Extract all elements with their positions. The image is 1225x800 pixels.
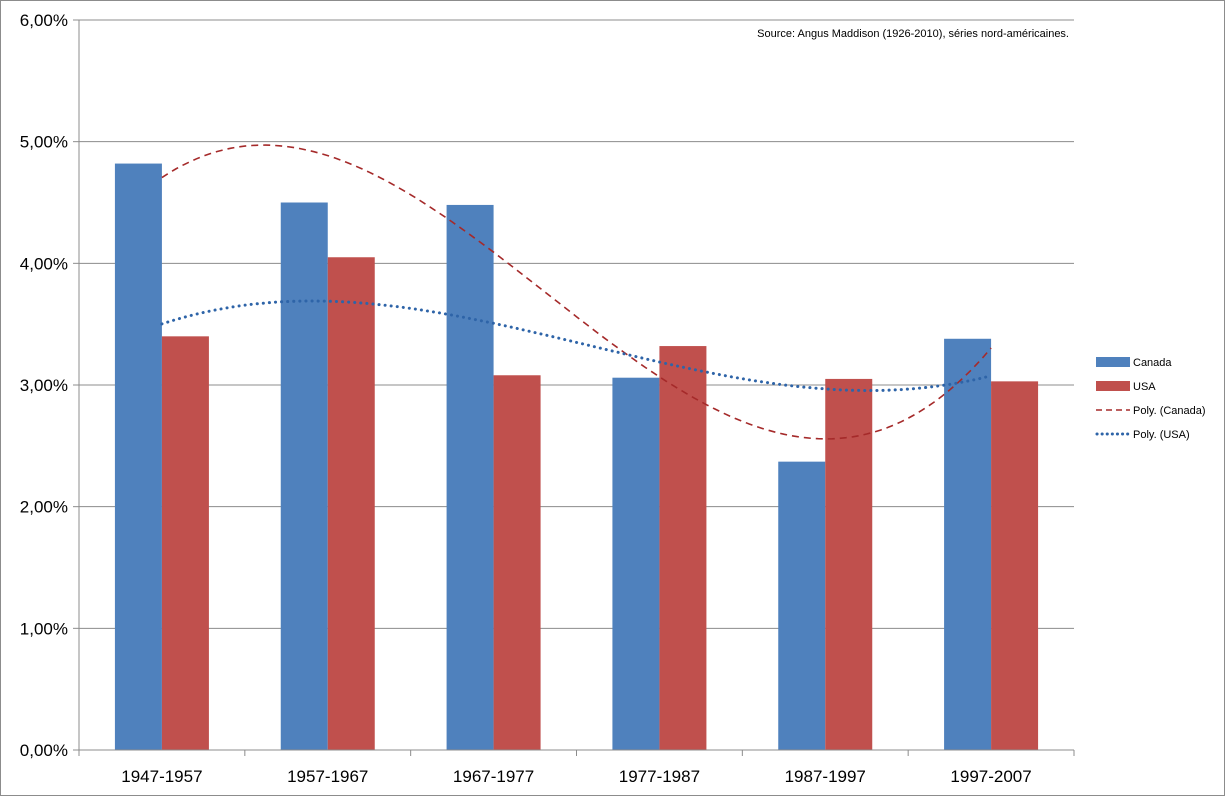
y-tick-label: 2,00%	[20, 498, 68, 517]
bar-canada	[114, 163, 162, 751]
bar-usa	[825, 378, 873, 750]
x-tick-label: 1947-1957	[121, 767, 202, 786]
y-tick-label: 4,00%	[20, 254, 68, 273]
trendlines	[160, 144, 993, 440]
bar-canada	[612, 377, 660, 750]
legend-swatch	[1096, 357, 1130, 367]
y-tick-label: 1,00%	[20, 619, 68, 638]
bar-usa	[161, 336, 209, 750]
bar-canada	[778, 461, 826, 750]
legend-label: Poly. (USA)	[1133, 429, 1190, 441]
x-tick-label: 1997-2007	[950, 767, 1031, 786]
bar-canada	[280, 202, 328, 750]
bar-usa	[327, 257, 375, 750]
legend-label: USA	[1133, 381, 1156, 393]
gridlines	[73, 19, 1074, 751]
x-tick-label: 1987-1997	[785, 767, 866, 786]
trendline-canada	[161, 144, 992, 440]
trendline-usa	[160, 299, 993, 392]
legend-label: Poly. (Canada)	[1133, 405, 1206, 417]
bar-canada	[446, 204, 494, 750]
bars	[114, 163, 1039, 751]
x-tick-label: 1957-1967	[287, 767, 368, 786]
y-tick-label: 6,00%	[20, 11, 68, 30]
bar-usa	[659, 346, 707, 750]
x-tick-labels: 1947-1957 1957-1967 1967-1977 1977-1987 1987…	[121, 767, 1031, 786]
legend-label: Canada	[1133, 357, 1172, 369]
source-note: Source: Angus Maddison (1926-2010), séri…	[757, 28, 1069, 40]
legend: Canada USA Poly. (Canada) Poly. (USA)	[1095, 357, 1206, 441]
y-tick-label: 3,00%	[20, 376, 68, 395]
legend-swatch	[1096, 381, 1130, 391]
bar-usa	[991, 381, 1039, 750]
y-tick-labels: 0,00% 1,00% 2,00% 3,00% 4,00% 5,00% 6,00%	[20, 11, 68, 760]
y-tick-label: 0,00%	[20, 741, 68, 760]
y-tick-label: 5,00%	[20, 133, 68, 152]
bar-canada	[944, 338, 992, 750]
bar-usa	[493, 375, 541, 750]
x-tick-label: 1967-1977	[453, 767, 534, 786]
axes	[78, 20, 1075, 756]
x-tick-label: 1977-1987	[619, 767, 700, 786]
